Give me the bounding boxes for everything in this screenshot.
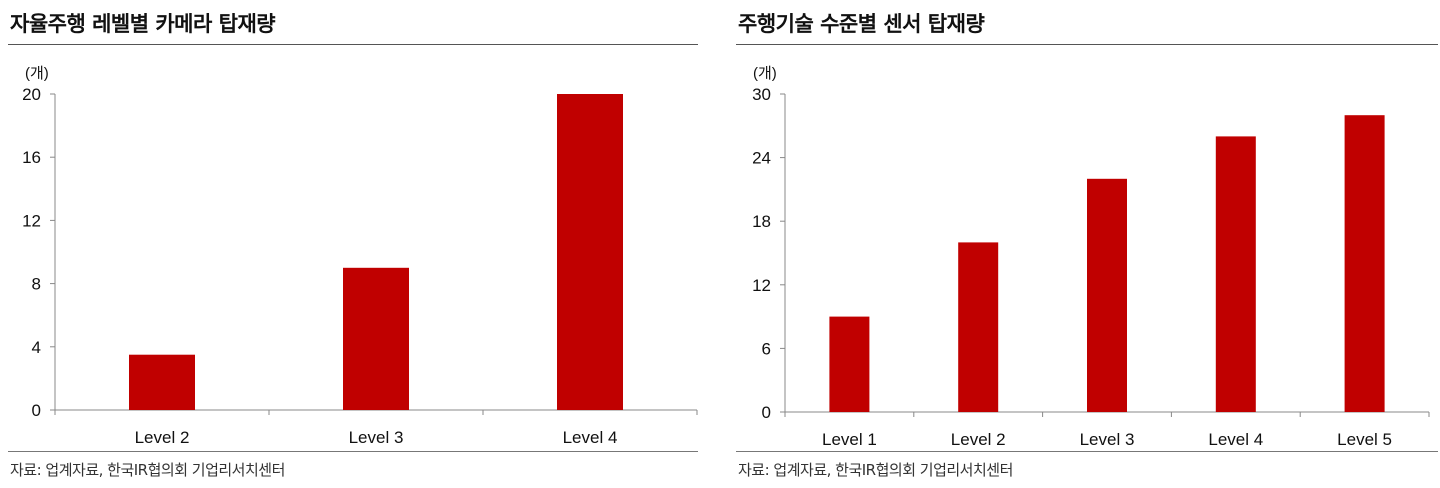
y-tick-label: 12 [22, 211, 41, 230]
y-tick-label: 8 [32, 275, 41, 294]
y-tick-label: 18 [752, 212, 771, 231]
y-tick-label: 16 [22, 148, 41, 167]
title-divider [736, 44, 1438, 45]
bar [1215, 136, 1256, 412]
title-divider [8, 44, 698, 45]
x-tick-label: Level 5 [1337, 430, 1392, 449]
source-divider [736, 451, 1438, 452]
y-tick-label: 4 [32, 338, 41, 357]
camera-bar-chart: (개) 0 4 8 12 16 20 Level 2 Level 3 Level 4 [22, 65, 698, 447]
x-tick-label: Level 2 [951, 430, 1006, 449]
sensor-bar-chart: (개) 0 6 12 18 24 30 Level 1 Level 2 Level 3 Level … [752, 65, 1430, 449]
bar [958, 242, 999, 412]
left-chart-panel: 자율주행 레벨별 카메라 탑재량 (개) 0 4 8 12 16 20 Level 2 Leve… [0, 0, 710, 488]
x-tick-label: Level 1 [822, 430, 877, 449]
y-tick-label: 24 [752, 149, 771, 168]
y-tick-label: 20 [22, 85, 41, 104]
y-tick-label: 12 [752, 276, 771, 295]
y-tick-label: 0 [32, 401, 41, 420]
source-note: 자료: 업계자료, 한국IR협의회 기업리서치센터 [738, 461, 1013, 479]
chart-title: 주행기술 수준별 센서 탑재량 [738, 12, 985, 36]
bar [557, 94, 623, 410]
y-tick-label: 30 [752, 85, 771, 104]
source-note: 자료: 업계자료, 한국IR협의회 기업리서치센터 [10, 461, 285, 479]
bar [129, 354, 195, 410]
y-tick-label: 0 [762, 403, 771, 422]
y-tick-label: 6 [762, 339, 771, 358]
bar [343, 267, 409, 410]
bar [1087, 178, 1127, 412]
unit-label: (개) [25, 65, 49, 82]
chart-title: 자율주행 레벨별 카메라 탑재량 [10, 12, 276, 36]
x-tick-label: Level 2 [135, 428, 190, 447]
unit-label: (개) [753, 65, 777, 82]
bar [829, 316, 870, 412]
source-divider [8, 451, 698, 452]
x-tick-label: Level 4 [1208, 430, 1263, 449]
right-chart-panel: 주행기술 수준별 센서 탑재량 (개) 0 6 12 18 24 30 Level 1 Leve… [728, 0, 1440, 488]
bar [1344, 115, 1385, 412]
x-tick-label: Level 3 [349, 428, 404, 447]
x-tick-label: Level 3 [1080, 430, 1135, 449]
x-tick-label: Level 4 [563, 428, 618, 447]
